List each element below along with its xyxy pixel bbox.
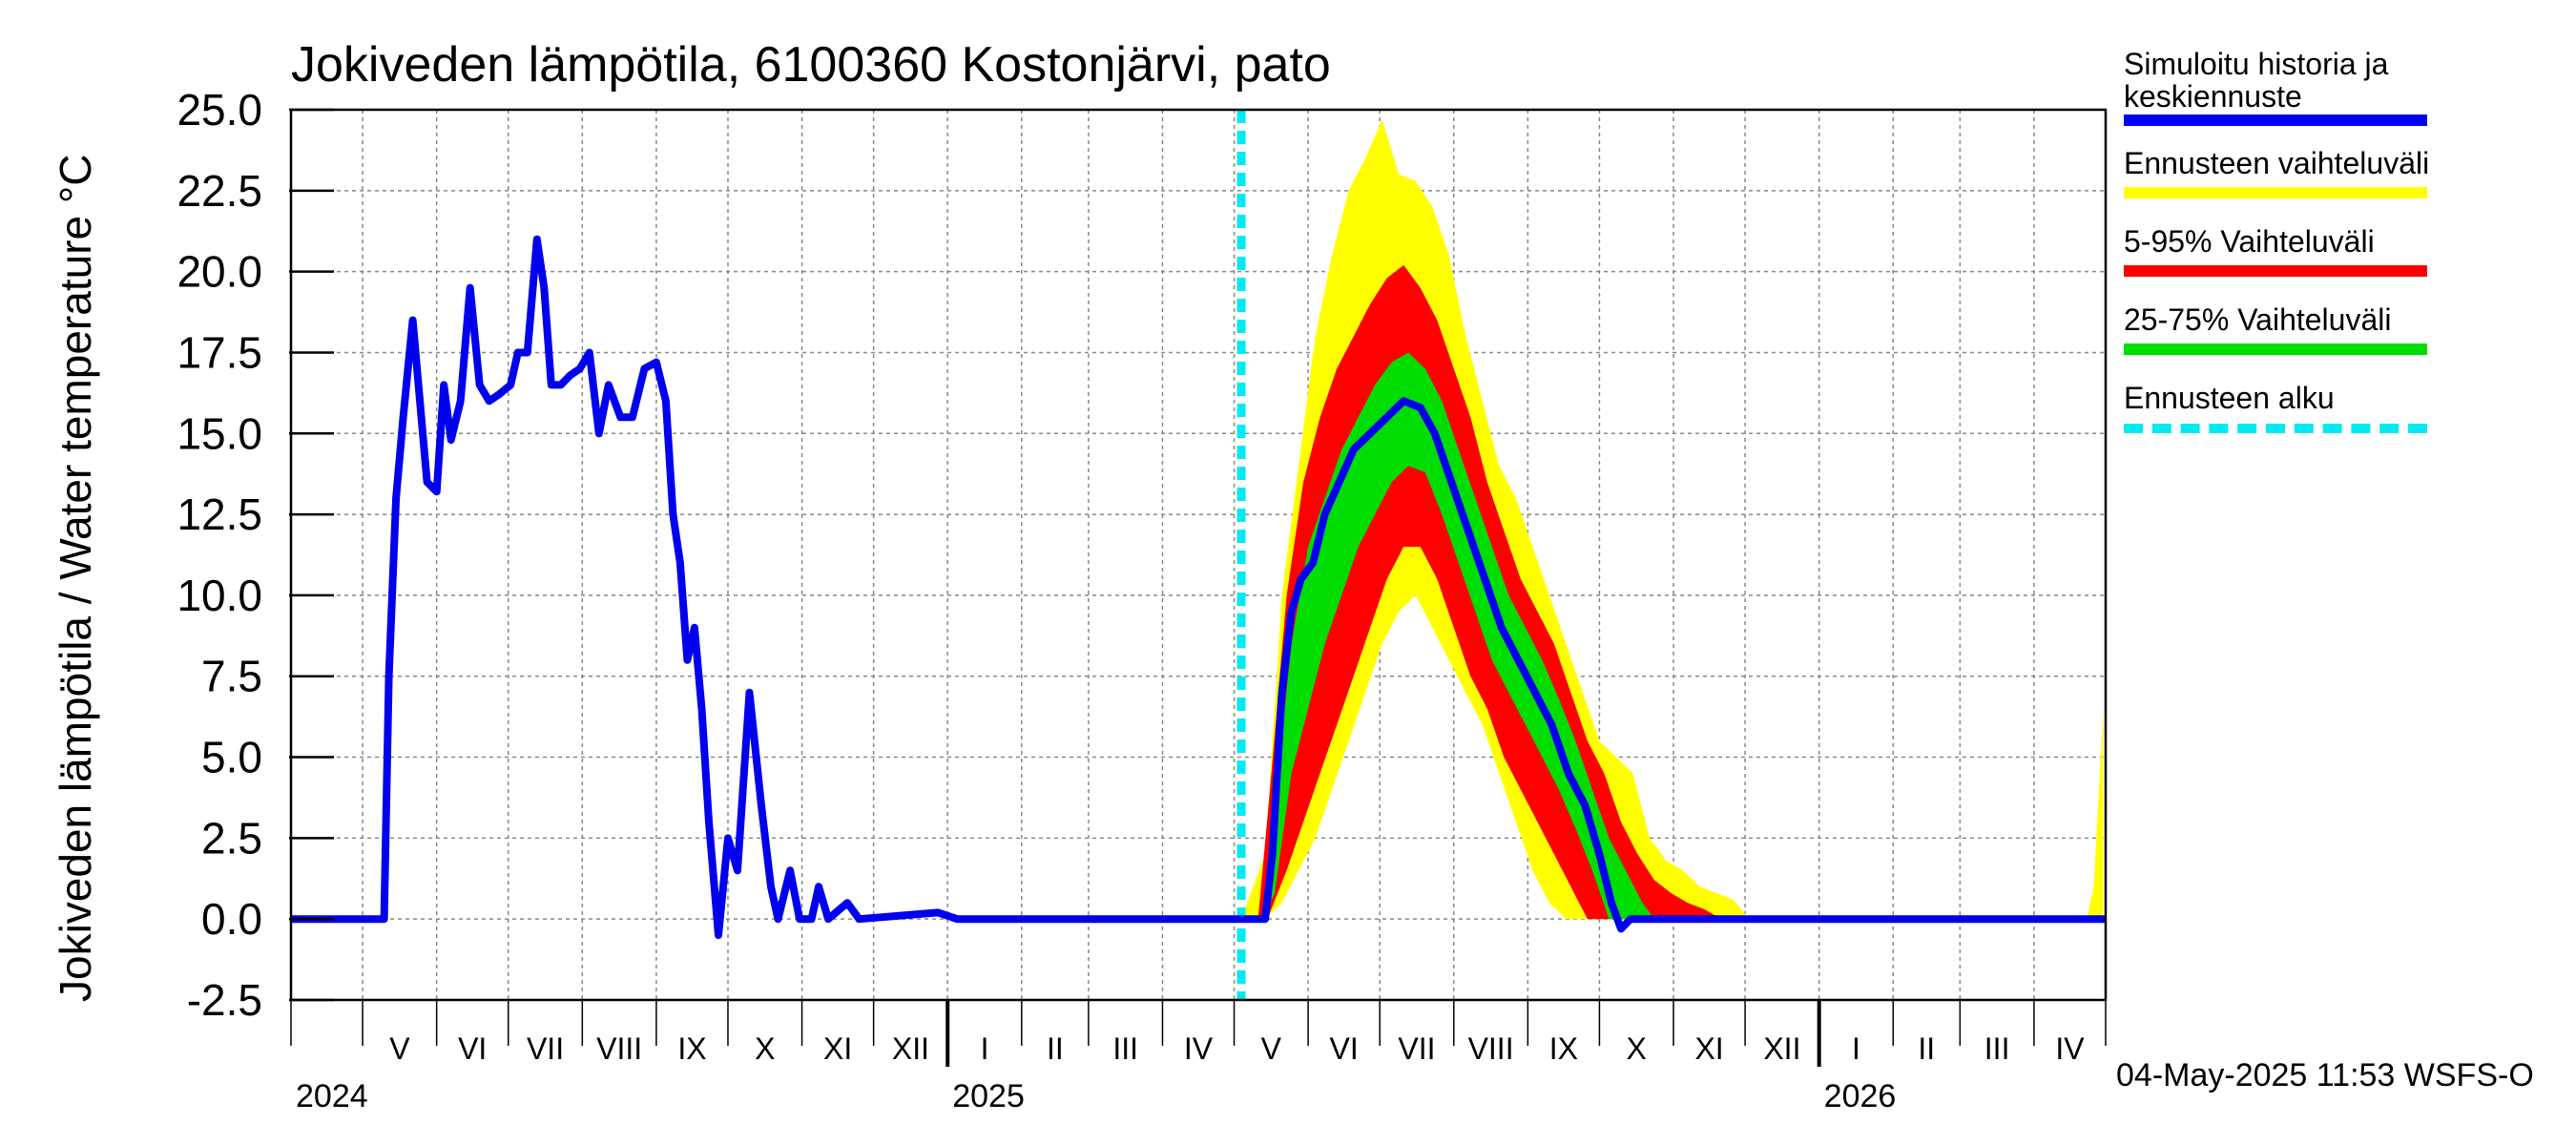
y-tick-label: 15.0: [177, 408, 262, 458]
legend-item: Simuloitu historia ja keskiennuste: [2124, 48, 2439, 126]
y-tick-label: 10.0: [177, 571, 262, 620]
x-month-label: VIII: [1468, 1031, 1514, 1066]
legend-label: Simuloitu historia ja keskiennuste: [2124, 47, 2389, 114]
y-tick-label: 12.5: [177, 489, 262, 539]
legend-label: Ennusteen vaihteluväli: [2124, 146, 2430, 180]
legend-swatch: [2124, 344, 2427, 355]
frame: [289, 108, 2108, 1002]
legend-swatch: [2124, 265, 2427, 277]
ticks: [289, 108, 2107, 1067]
y-tick-label: 2.5: [201, 813, 262, 863]
x-month-label: V: [1261, 1031, 1282, 1066]
x-month-label: VII: [527, 1031, 564, 1066]
lines: [291, 110, 2106, 1000]
x-month-label: XII: [892, 1031, 929, 1066]
legend-swatch: [2124, 114, 2427, 126]
x-month-label: II: [1918, 1031, 1935, 1066]
x-month-label: III: [1984, 1031, 2010, 1066]
axis-labels: 25.0 22.5 20.0 17.5 15.0 12.5 10.0 7.5 5.0 2.5 0.0…: [177, 85, 2085, 1114]
legend-label: Ennusteen alku: [2124, 381, 2335, 415]
x-month-label: X: [755, 1031, 775, 1066]
x-month-label: I: [1852, 1031, 1860, 1066]
x-month-label: VII: [1398, 1031, 1435, 1066]
legend-label: 25-75% Vaihteluväli: [2124, 302, 2392, 337]
x-month-label: XI: [1694, 1031, 1723, 1066]
x-month-label: VIII: [596, 1031, 642, 1066]
x-month-label: II: [1047, 1031, 1064, 1066]
series-line: [291, 235, 2106, 940]
x-month-label: IX: [677, 1031, 706, 1066]
bands: [1241, 119, 2104, 920]
grid: [291, 110, 2106, 1000]
x-month-label: X: [1627, 1031, 1647, 1066]
x-month-label: III: [1112, 1031, 1138, 1066]
plot-frame: [289, 108, 2108, 1002]
x-year-label: 2024: [296, 1078, 368, 1114]
y-tick-label: 0.0: [201, 894, 262, 944]
y-axis-label: Jokiveden lämpötila / Water temperature …: [51, 154, 100, 1002]
x-month-label: IX: [1549, 1031, 1578, 1066]
x-month-label: VI: [458, 1031, 487, 1066]
legend-label: 5-95% Vaihteluväli: [2124, 224, 2375, 259]
y-tick-label: 7.5: [201, 652, 262, 701]
legend-item: Ennusteen alku: [2124, 382, 2439, 433]
legend-swatch: [2124, 187, 2427, 198]
x-month-label: XI: [823, 1031, 852, 1066]
chart-title: Jokiveden lämpötila, 6100360 Kostonjärvi…: [291, 37, 1331, 93]
y-tick-label: 22.5: [177, 166, 262, 216]
x-month-label: IV: [2055, 1031, 2085, 1066]
band-area: [1241, 119, 2104, 920]
legend-item: 5-95% Vaihteluväli: [2124, 225, 2439, 277]
legend-item: Ennusteen vaihteluväli: [2124, 147, 2439, 198]
legend-item: 25-75% Vaihteluväli: [2124, 303, 2439, 355]
y-tick-label: 17.5: [177, 327, 262, 377]
x-month-label: V: [389, 1031, 410, 1066]
y-tick-label: 25.0: [177, 85, 262, 135]
band-area: [1262, 352, 1654, 920]
x-month-label: VI: [1330, 1031, 1359, 1066]
x-year-label: 2025: [952, 1078, 1025, 1114]
x-month-label: IV: [1184, 1031, 1214, 1066]
footer-timestamp: 04-May-2025 11:53 WSFS-O: [2116, 1057, 2534, 1093]
x-month-label: XII: [1763, 1031, 1800, 1066]
legend: Simuloitu historia ja keskiennuste Ennus…: [2124, 48, 2439, 452]
y-tick-label: 5.0: [201, 733, 262, 782]
y-tick-label: -2.5: [187, 975, 262, 1025]
y-tick-label: 20.0: [177, 247, 262, 297]
x-year-label: 2026: [1824, 1078, 1897, 1114]
legend-swatch: [2124, 424, 2427, 433]
x-month-label: I: [981, 1031, 989, 1066]
